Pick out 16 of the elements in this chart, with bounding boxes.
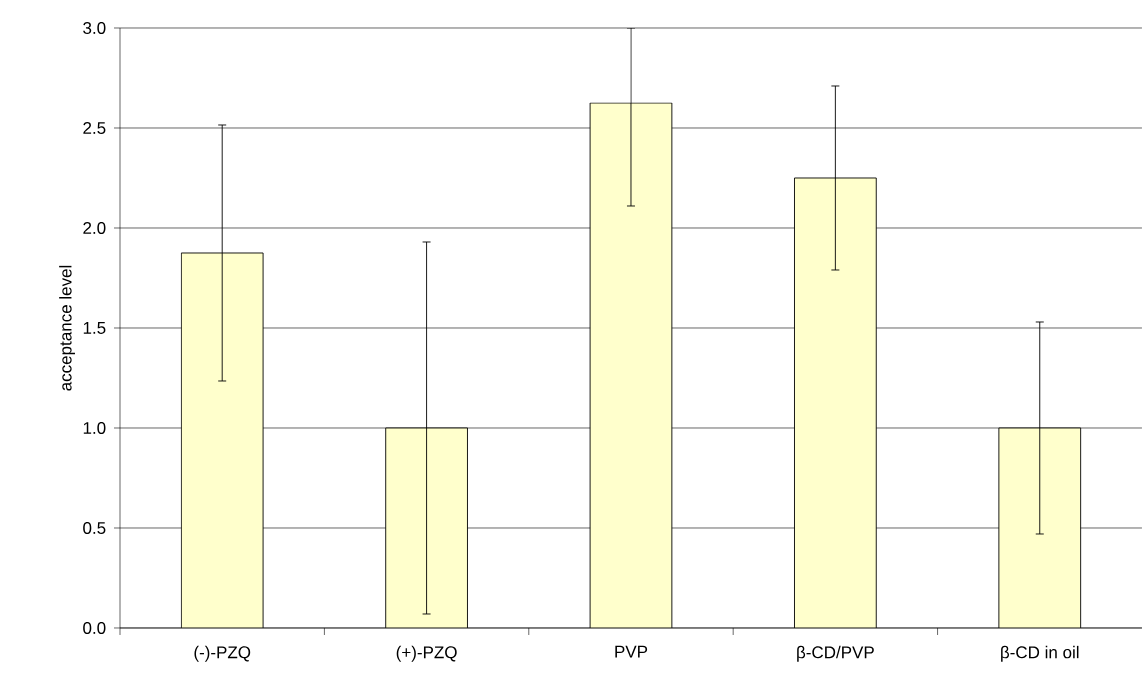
x-tick-label: (+)-PZQ xyxy=(396,645,457,662)
x-tick-label: (-)-PZQ xyxy=(194,645,251,662)
x-tick-label: β-CD in oil xyxy=(1001,645,1079,662)
bar xyxy=(794,177,877,628)
y-axis-title: acceptance level xyxy=(59,265,75,391)
bar xyxy=(180,252,264,628)
y-tick-label: 3.0 xyxy=(83,21,106,35)
x-tick-label: PVP xyxy=(615,645,648,658)
y-tick-label: 0.5 xyxy=(83,521,106,535)
bar xyxy=(589,102,673,628)
y-tick-label: 2.0 xyxy=(83,221,106,235)
y-tick-label: 1.5 xyxy=(83,322,106,334)
y-tick-label: 0.0 xyxy=(83,621,106,635)
x-tick-label: β-CD/PVP xyxy=(797,645,874,662)
y-tick-label: 1.0 xyxy=(83,421,106,435)
y-tick-label: 2.5 xyxy=(83,121,106,135)
